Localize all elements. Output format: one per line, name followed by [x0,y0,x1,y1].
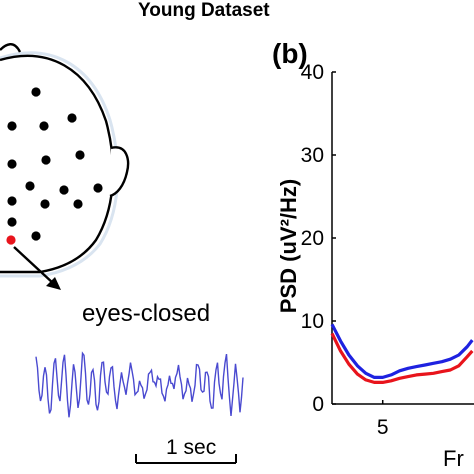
time-scale-bar [135,454,237,464]
series-line-2 [330,332,474,384]
electrode-10 [93,183,103,193]
electrode-5 [7,159,17,169]
y-tick-label: 40 [301,61,324,84]
y-tick-label: 30 [301,144,324,167]
electrode-15 [31,231,41,241]
nose-icon [0,43,22,53]
figure-title: Young Dataset [138,0,270,21]
electrode-9 [59,185,69,195]
scalp-panel [0,43,244,464]
y-tick-label: 10 [301,310,324,333]
y-tick-label: 20 [301,227,324,250]
electrode-3 [39,121,49,131]
electrode-14 [7,217,17,227]
electrode-4 [67,113,77,123]
x-tick-labels: 5 [377,416,389,439]
electrode-11 [7,196,17,206]
electrode-2 [7,121,17,131]
y-tick-label: 0 [312,393,324,416]
eyes-closed-label: eyes-closed [82,300,211,327]
y-tick-labels: 0 10 20 30 40 [301,61,324,416]
electrode-8 [25,181,35,191]
panel-label-b: (b) [272,38,308,69]
electrode-6 [41,155,51,165]
scale-bar-label: 1 sec [166,436,217,459]
electrode-7 [75,150,85,160]
electrode-12 [40,199,50,209]
reference-electrode [6,235,16,245]
psd-chart: PSD (uV²/Hz) 0 10 20 30 40 5 Fr [276,61,474,471]
series-lines [330,323,474,384]
ear-icon [109,146,130,198]
electrode-group [7,87,103,241]
series-line-1 [330,323,474,379]
y-axis-label: PSD (uV²/Hz) [276,179,301,313]
electrode-13 [73,199,83,209]
axes [331,71,474,405]
x-axis-label: Fr [443,446,464,471]
eeg-waveform [35,351,244,418]
electrode-1 [31,87,41,97]
head-outline [0,51,120,278]
arrow-head-icon [46,277,61,290]
x-tick-label: 5 [377,416,389,439]
pointer-arrow [13,246,55,285]
